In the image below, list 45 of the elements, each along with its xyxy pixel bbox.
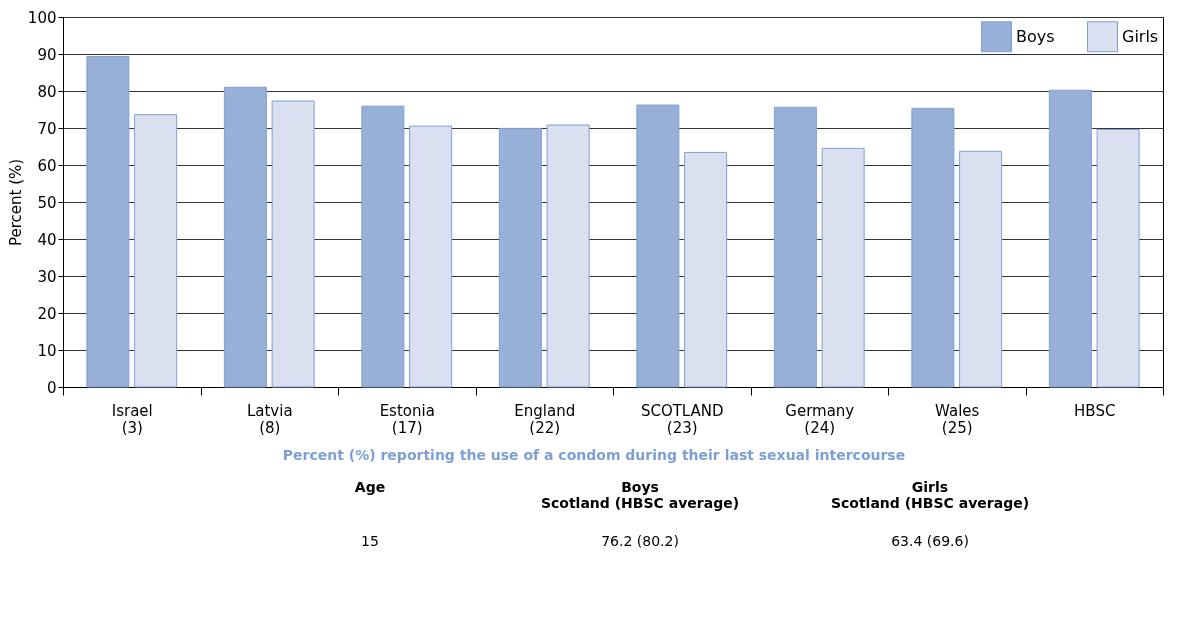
- bar: [1096, 128, 1140, 388]
- bar: [271, 100, 315, 388]
- y-tick-label: 10: [37, 341, 57, 360]
- x-tick-label: Latvia (8): [246, 401, 293, 437]
- text: 15: [360, 533, 380, 549]
- bar: [498, 127, 542, 388]
- text: Age: [353, 479, 387, 497]
- bar: [134, 114, 178, 388]
- bar: [86, 56, 130, 388]
- y-axis-title: Percent (%): [6, 158, 25, 247]
- legend-label: Girls: [1122, 26, 1159, 46]
- y-tick-label: 70: [37, 119, 57, 138]
- x-tick-label: HBSC: [1074, 401, 1116, 420]
- text: 76.2 (80.2): [600, 533, 680, 549]
- text: Boys Scotland (HBSC average): [539, 479, 741, 511]
- bar: [409, 125, 453, 388]
- bar: [636, 104, 680, 388]
- y-tick-label: 0: [46, 378, 57, 397]
- bar: [361, 105, 405, 388]
- y-tick-label: 80: [37, 82, 57, 101]
- bar: [223, 86, 267, 388]
- x-tick-label: Germany (24): [785, 401, 855, 437]
- text: 63.4 (69.6): [890, 533, 970, 549]
- legend-label: Boys: [1016, 26, 1055, 46]
- x-tick-label: Wales (25): [935, 401, 980, 437]
- text: Percent (%) reporting the use of a condom during their last sexual intercourse: [281, 447, 907, 463]
- y-tick-label: 60: [37, 156, 57, 175]
- x-tick-label: Israel (3): [111, 401, 153, 437]
- bar: [773, 106, 817, 388]
- bar: [684, 151, 728, 388]
- y-tick-label: 90: [37, 45, 57, 64]
- bar: [821, 147, 865, 388]
- text: Girls Scotland (HBSC average): [829, 479, 1031, 511]
- y-tick-label: 30: [37, 267, 57, 286]
- x-tick-label: Estonia (17): [379, 401, 435, 437]
- bar: [959, 150, 1003, 388]
- bar: [911, 107, 955, 388]
- y-tick-label: 100: [27, 8, 57, 27]
- y-tick-label: 20: [37, 304, 57, 323]
- bar: [546, 124, 590, 388]
- x-tick-label: England (22): [514, 401, 576, 437]
- bar: [1048, 89, 1092, 388]
- y-tick-label: 50: [37, 193, 57, 212]
- x-tick-label: SCOTLAND (23): [640, 401, 724, 437]
- y-tick-label: 40: [37, 230, 57, 249]
